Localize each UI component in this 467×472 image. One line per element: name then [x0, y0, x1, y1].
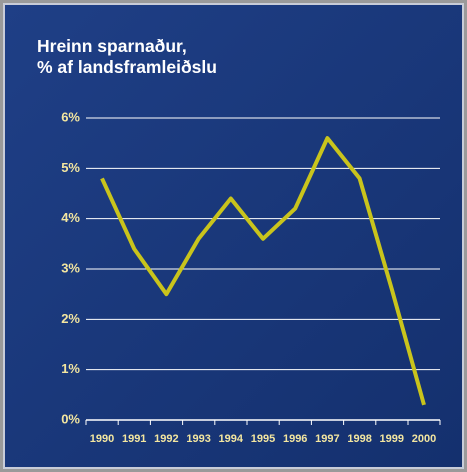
x-tick-label: 1990 [90, 433, 114, 445]
x-tick-label: 1994 [219, 433, 244, 445]
x-tick-label: 2000 [412, 433, 436, 445]
y-tick-label: 3% [61, 260, 80, 275]
background [3, 3, 464, 469]
chart-title: Hreinn sparnaður, % af landsframleiðslu [37, 36, 217, 77]
x-tick-label: 1996 [283, 433, 307, 445]
y-tick-label: 0% [61, 411, 80, 426]
x-tick-label: 1993 [186, 433, 210, 445]
y-tick-label: 2% [61, 311, 80, 326]
x-tick-label: 1997 [315, 433, 339, 445]
line [100, 136, 426, 406]
y-tick-label: 1% [61, 361, 80, 376]
x-tick-label: 1999 [380, 433, 404, 445]
y-tick-label: 5% [61, 160, 80, 175]
y-tick-label: 6% [61, 109, 80, 124]
x-tick-label: 1991 [122, 433, 146, 445]
x-tick-label: 1992 [154, 433, 178, 445]
x-tick-label: 1995 [251, 433, 275, 445]
x-tick-label: 1998 [347, 433, 371, 445]
y-tick-label: 4% [61, 210, 80, 225]
